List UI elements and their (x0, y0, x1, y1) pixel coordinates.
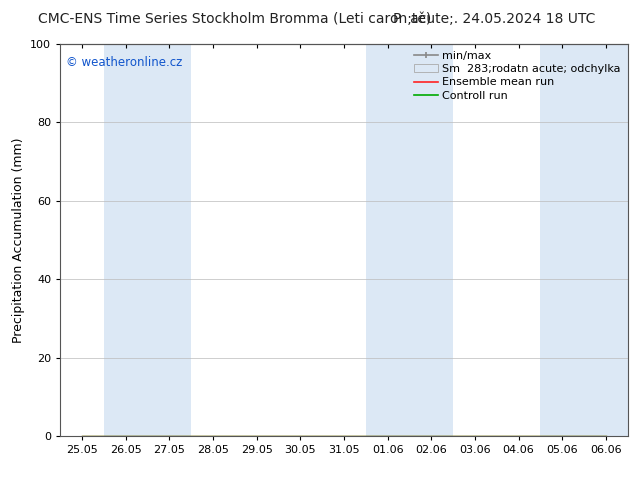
Bar (104, 44, 191, 436)
Legend: min/max, Sm  283;rodatn acute; odchylka, Ensemble mean run, Controll run: min/max, Sm 283;rodatn acute; odchylka, … (409, 47, 625, 105)
Text: P  acute;. 24.05.2024 18 UTC: P acute;. 24.05.2024 18 UTC (393, 12, 595, 26)
Bar (366, 44, 453, 436)
Text: © weatheronline.cz: © weatheronline.cz (66, 56, 183, 69)
Y-axis label: Precipitation Accumulation (mm): Precipitation Accumulation (mm) (11, 137, 25, 343)
Bar (540, 44, 628, 436)
Text: CMC-ENS Time Series Stockholm Bromma (Leti caron;tě): CMC-ENS Time Series Stockholm Bromma (Le… (38, 12, 431, 26)
